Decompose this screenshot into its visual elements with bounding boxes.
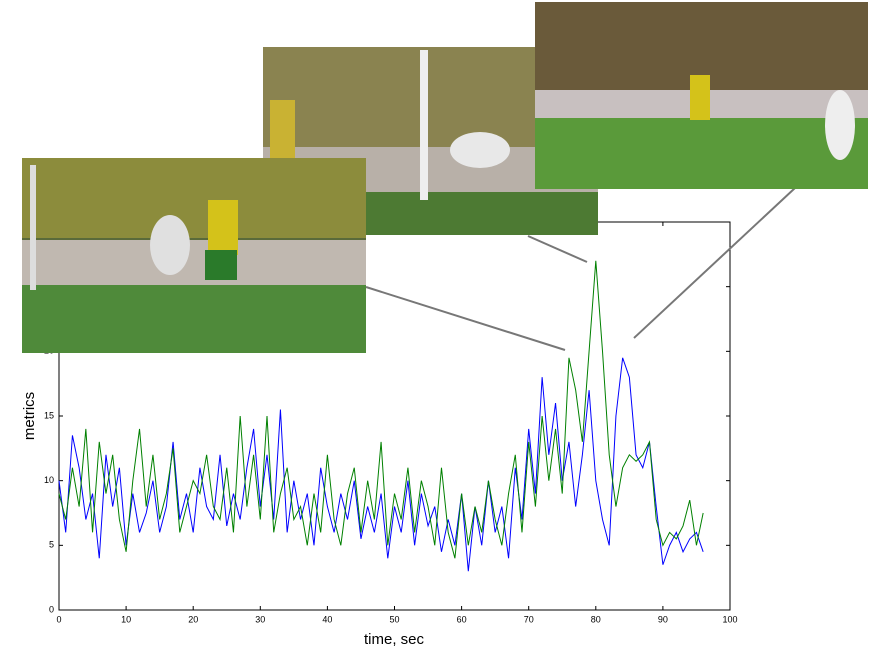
connector <box>365 286 566 351</box>
photo <box>535 2 868 189</box>
y-axis-label: metrics <box>21 392 38 440</box>
photo <box>22 158 366 353</box>
x-tick-label: 70 <box>524 614 534 624</box>
x-tick-label: 20 <box>188 614 198 624</box>
y-tick-label: 15 <box>44 410 54 420</box>
x-axis-label: time, sec <box>364 631 425 648</box>
x-tick-label: 40 <box>322 614 332 624</box>
x-tick-label: 30 <box>255 614 265 624</box>
y-tick-label: 10 <box>44 475 54 485</box>
series-line <box>58 260 704 559</box>
x-tick-label: 90 <box>658 614 668 624</box>
y-tick-label: 0 <box>49 604 54 614</box>
x-tick-label: 10 <box>121 614 131 624</box>
x-tick-label: 50 <box>389 614 399 624</box>
x-tick-label: 100 <box>722 614 737 624</box>
y-tick-label: 5 <box>49 540 54 550</box>
x-tick-label: 80 <box>591 614 601 624</box>
connector <box>633 187 796 339</box>
photo-overlays <box>22 2 868 353</box>
x-tick-label: 0 <box>56 614 61 624</box>
x-tick-label: 60 <box>457 614 467 624</box>
connector <box>527 235 588 263</box>
series-line <box>58 357 704 572</box>
